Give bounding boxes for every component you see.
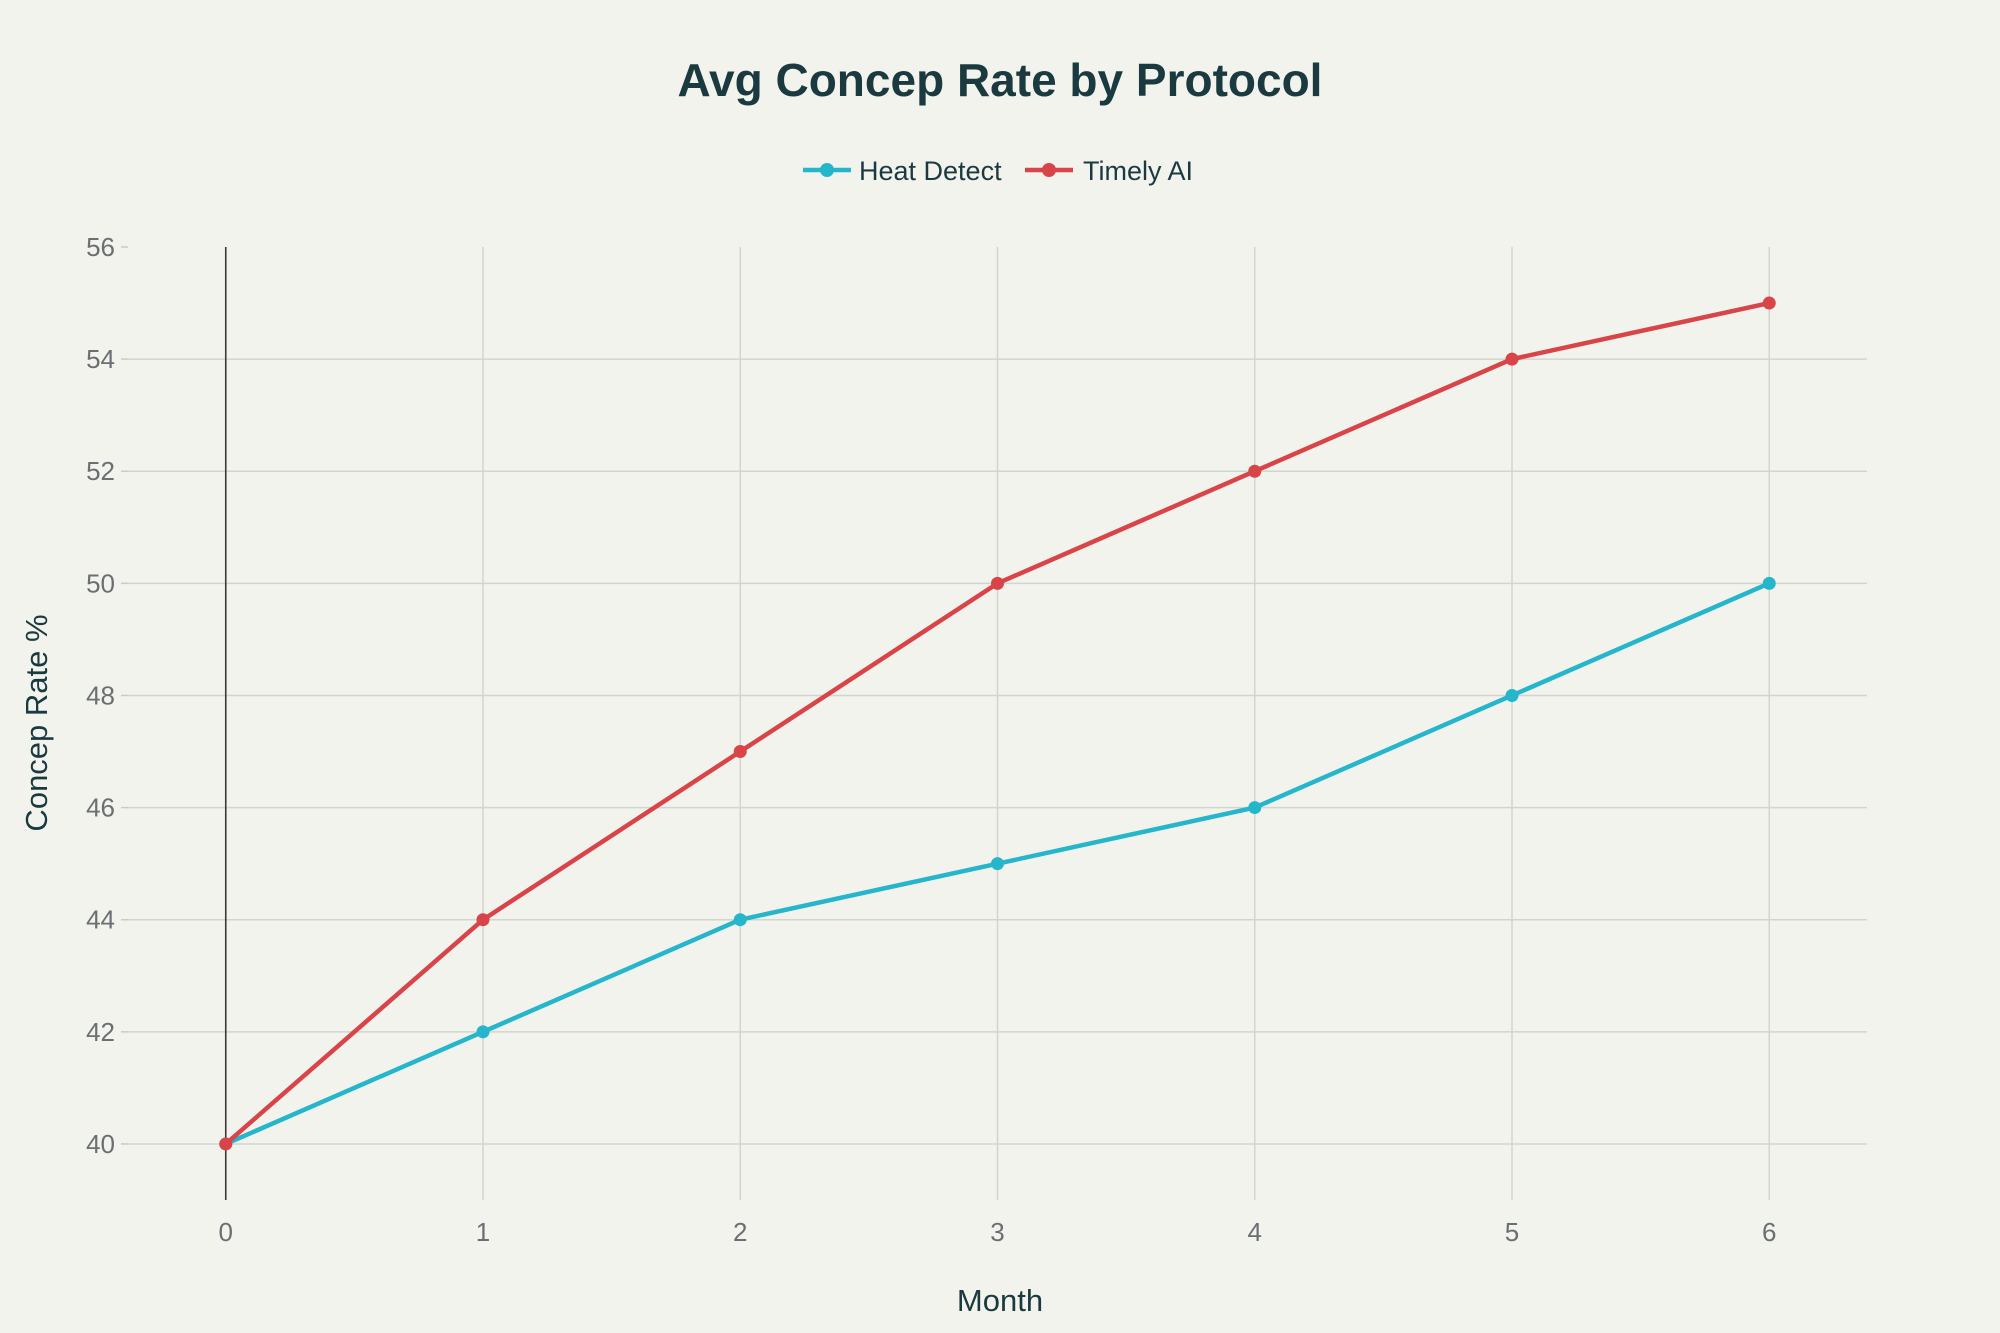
legend-marker-heat-detect xyxy=(820,163,834,177)
data-point-timely-ai xyxy=(1248,464,1262,478)
data-point-heat-detect xyxy=(1248,801,1262,815)
x-tick-label: 0 xyxy=(219,1217,233,1247)
legend-marker-timely-ai xyxy=(1042,163,1056,177)
x-tick-label: 3 xyxy=(990,1217,1004,1247)
y-tick-label: 42 xyxy=(86,1017,115,1047)
y-axis-title: Concep Rate % xyxy=(19,614,54,831)
chart-title: Avg Concep Rate by Protocol xyxy=(678,54,1323,106)
data-point-timely-ai xyxy=(733,745,747,759)
legend-label-timely-ai: Timely AI xyxy=(1083,156,1193,186)
data-point-timely-ai xyxy=(1505,352,1519,366)
y-axis-ticks: 40 42 44 46 48 50 52 54 56 xyxy=(86,232,128,1159)
y-tick-label: 50 xyxy=(86,568,115,598)
data-series xyxy=(219,296,1776,1151)
grid-lines xyxy=(128,247,1867,1200)
y-tick-label: 40 xyxy=(86,1129,115,1159)
y-tick-label: 48 xyxy=(86,680,115,710)
x-axis-ticks: 0 1 2 3 4 5 6 xyxy=(219,1217,1777,1247)
data-point-timely-ai xyxy=(219,1137,233,1151)
x-tick-label: 6 xyxy=(1762,1217,1776,1247)
data-point-timely-ai xyxy=(476,913,490,927)
data-point-heat-detect xyxy=(476,1025,490,1039)
y-tick-label: 56 xyxy=(86,232,115,262)
x-tick-label: 4 xyxy=(1248,1217,1262,1247)
x-tick-label: 5 xyxy=(1505,1217,1519,1247)
data-point-heat-detect xyxy=(733,913,747,927)
y-tick-label: 54 xyxy=(86,344,115,374)
data-point-timely-ai xyxy=(991,576,1004,590)
legend: Heat Detect Timely AI xyxy=(803,156,1193,186)
data-point-timely-ai xyxy=(1762,296,1776,310)
x-tick-label: 1 xyxy=(476,1217,490,1247)
data-point-heat-detect xyxy=(1762,576,1776,590)
x-axis-title: Month xyxy=(957,1283,1043,1318)
y-tick-label: 46 xyxy=(86,793,115,823)
x-tick-label: 2 xyxy=(733,1217,747,1247)
data-point-heat-detect xyxy=(991,857,1004,871)
data-point-heat-detect xyxy=(1505,688,1519,702)
y-tick-label: 52 xyxy=(86,456,115,486)
y-tick-label: 44 xyxy=(86,905,115,935)
legend-label-heat-detect: Heat Detect xyxy=(859,156,1002,186)
